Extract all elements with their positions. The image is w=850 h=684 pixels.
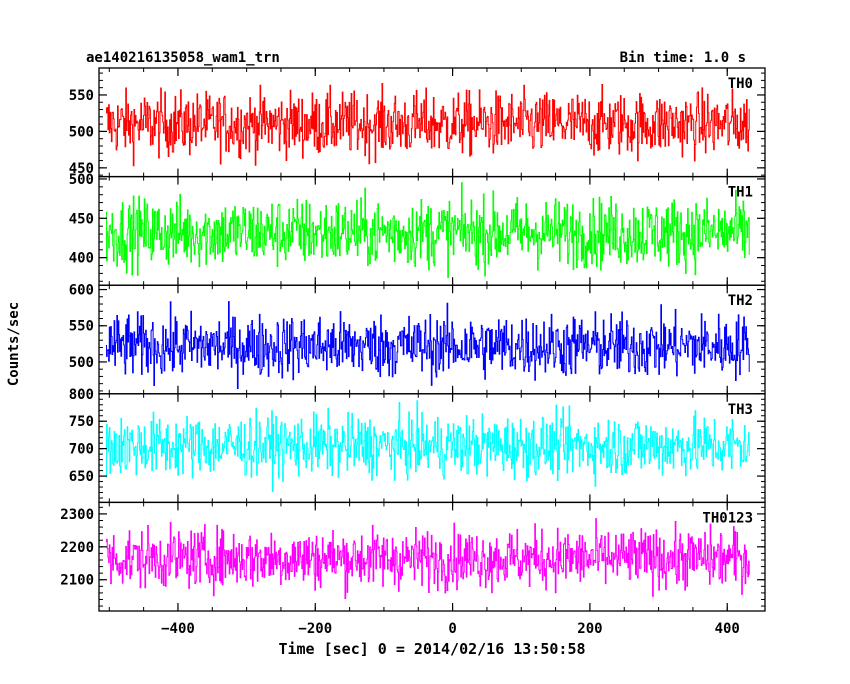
y-tick-label: 650 (69, 469, 94, 485)
y-tick-label: 500 (69, 355, 94, 371)
y-axis-label: Counts/sec (6, 302, 22, 386)
x-tick-label: 200 (577, 621, 602, 637)
x-tick-label: −200 (298, 621, 332, 637)
panel-th1: 400 450 500 TH1 (69, 172, 766, 286)
bin-time-label: Bin time: 1.0 s (620, 50, 746, 66)
y-tick-label: 450 (69, 161, 94, 177)
series-line-th2 (105, 301, 750, 390)
y-tick-label: 600 (69, 283, 94, 299)
panel-label-th1: TH1 (728, 185, 753, 201)
y-tick-label: 550 (69, 319, 94, 335)
y-tick-label: 400 (69, 251, 94, 267)
x-tick-label: 400 (715, 621, 740, 637)
y-tick-label: 2200 (60, 540, 94, 556)
plot-title: ae140216135058_wam1_trn (86, 50, 280, 66)
y-tick-label: 750 (69, 414, 94, 430)
panel-label-th2: TH2 (728, 293, 753, 309)
y-tick-label: 800 (69, 387, 94, 403)
y-tick-label: 500 (69, 124, 94, 140)
y-tick-label: 500 (69, 172, 94, 188)
panel-frame (98, 501, 766, 612)
series-line-th0123 (105, 518, 750, 600)
panel-th0: 450 500 550 TH0 (69, 67, 766, 178)
x-tick-label: −400 (161, 621, 195, 637)
y-tick-label: 550 (69, 88, 94, 104)
y-tick-label: 2100 (60, 573, 94, 589)
panel-label-th3: TH3 (728, 402, 753, 418)
series-line-th1 (105, 182, 750, 278)
series-line-th0 (105, 82, 750, 167)
x-axis-label: Time [sec] 0 = 2014/02/16 13:50:58 (278, 640, 585, 658)
x-tick-label: 0 (448, 621, 456, 637)
panel-label-th0123: TH0123 (702, 510, 753, 526)
panels-group: 450500550TH0400450500TH1500550600TH26507… (60, 67, 766, 637)
y-tick-label: 450 (69, 211, 94, 227)
y-tick-label: 700 (69, 442, 94, 458)
panel-th3: 650 700 750 800 TH3 (69, 387, 766, 504)
y-tick-label: 2300 (60, 507, 94, 523)
panel-th2: 500 550 600 TH2 (69, 283, 766, 395)
panel-th0123: 2100 2200 2300 TH0123 (60, 501, 766, 612)
series-line-th3 (105, 400, 750, 493)
panel-label-th0: TH0 (728, 76, 753, 92)
